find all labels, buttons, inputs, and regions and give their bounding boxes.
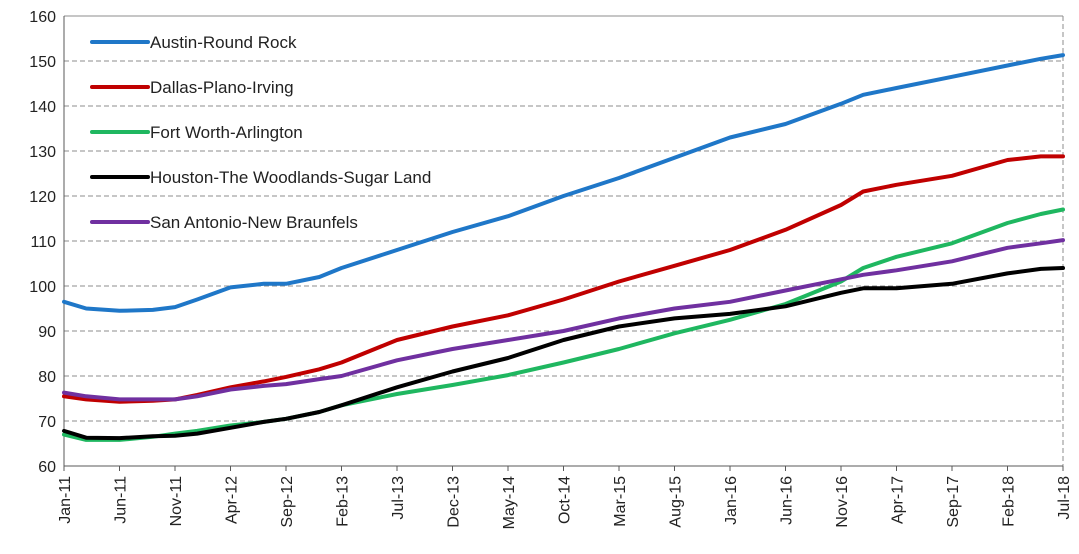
y-tick-label: 140 [29, 99, 56, 116]
y-tick-label: 150 [29, 54, 56, 71]
y-tick-label: 110 [30, 234, 56, 251]
y-tick-label: 80 [38, 369, 56, 386]
series-line-san-antonio-new-braunfels [62, 238, 1065, 402]
series-line-dallas-plano-irving [62, 154, 1065, 404]
x-tick-label: Apr-17 [890, 476, 907, 524]
x-tick-label: Jul-18 [1056, 476, 1073, 520]
x-tick-label: Mar-15 [612, 476, 629, 527]
y-tick-label: 120 [29, 189, 56, 206]
x-tick-label: Sep-12 [279, 476, 296, 528]
y-tick-label: 100 [29, 279, 56, 296]
x-tick-label: Nov-16 [834, 476, 851, 528]
series-lines [62, 53, 1065, 442]
x-tick-label: Aug-15 [668, 476, 685, 528]
x-tick-label: Apr-12 [224, 476, 241, 524]
x-tick-label: May-14 [501, 476, 518, 529]
x-tick-label: Nov-11 [168, 476, 185, 526]
axes [63, 15, 1064, 471]
x-tick-label: Feb-18 [1001, 476, 1018, 527]
y-tick-label: 70 [38, 414, 56, 431]
x-tick-label: Dec-13 [446, 476, 463, 528]
x-axis-tick-labels: Jan-11 Jun-11 Nov-11 Apr-12 Sep-12 Feb-13 Jul-… [57, 476, 1073, 529]
y-tick-label: 60 [38, 459, 56, 476]
series-line-austin-round-rock [62, 53, 1065, 313]
series-line-houston-the-woodlands-sugar-land [62, 266, 1065, 441]
series-line-fort-worth-arlington [62, 207, 1065, 442]
legend-label: Fort Worth-Arlington [150, 123, 303, 142]
y-tick-label: 130 [29, 144, 56, 161]
y-axis-tick-labels: 60 70 80 90 100 110 120 130 140 150 160 [29, 9, 56, 476]
legend-label: Dallas-Plano-Irving [150, 78, 294, 97]
x-tick-label: Jan-16 [723, 476, 740, 525]
x-tick-label: Jun-16 [779, 476, 796, 525]
legend-label: Houston-The Woodlands-Sugar Land [150, 168, 431, 187]
y-tick-label: 160 [29, 9, 56, 26]
x-tick-label: Jun-11 [113, 476, 130, 524]
x-tick-label: Jan-11 [57, 476, 74, 524]
legend-label: Austin-Round Rock [150, 33, 297, 52]
y-tick-label: 90 [38, 324, 56, 341]
legend-label: San Antonio-New Braunfels [150, 213, 358, 232]
x-tick-label: Oct-14 [557, 476, 574, 524]
x-tick-label: Jul-13 [390, 476, 407, 520]
x-tick-label: Sep-17 [945, 476, 962, 528]
x-tick-label: Feb-13 [335, 476, 352, 527]
legend: Austin-Round Rock Dallas-Plano-Irving Fort… [90, 33, 431, 232]
